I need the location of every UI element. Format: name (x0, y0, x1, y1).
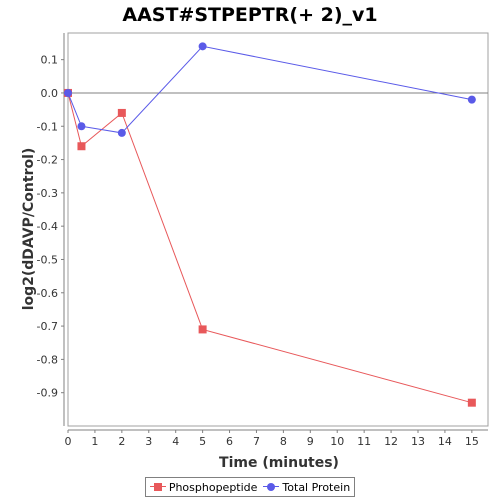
plot-area (67, 32, 489, 427)
data-point-total-protein (467, 95, 476, 104)
y-axis-label: log2(dDAVP/Control) (21, 148, 37, 311)
x-tick-label: 2 (118, 435, 125, 448)
y-tick-label: -0.5 (37, 253, 58, 266)
x-tick-label: 0 (65, 435, 72, 448)
y-tick-label: 0.1 (41, 54, 59, 67)
x-tick-label: 9 (307, 435, 314, 448)
y-tick-label: -0.3 (37, 187, 58, 200)
legend-label-phosphopeptide: Phosphopeptide (168, 480, 258, 494)
x-tick-label: 3 (145, 435, 152, 448)
x-tick-label: 6 (226, 435, 233, 448)
y-tick-label: -0.9 (37, 387, 58, 400)
legend-item-phosphopeptide: Phosphopeptide (149, 480, 258, 494)
x-tick-label: 13 (411, 435, 425, 448)
legend-label-total-protein: Total Protein (282, 480, 351, 494)
x-tick-label: 10 (330, 435, 344, 448)
x-tick-label: 12 (384, 435, 398, 448)
data-point-total-protein (198, 42, 207, 51)
y-tick-label: 0.0 (41, 87, 59, 100)
x-axis-label: Time (minutes) (219, 455, 339, 471)
data-point-total-protein (64, 88, 72, 97)
y-tick-label: -0.1 (37, 120, 58, 133)
data-point-phosphopeptide (77, 142, 86, 151)
y-tick-label: -0.8 (37, 353, 58, 366)
data-point-total-protein (77, 122, 86, 131)
legend-swatch-total-protein (263, 482, 280, 492)
y-tick-label: -0.2 (37, 154, 58, 167)
data-point-phosphopeptide (467, 398, 476, 407)
x-tick-label: 14 (438, 435, 452, 448)
x-tick-label: 15 (465, 435, 479, 448)
x-tick-label: 8 (280, 435, 287, 448)
legend: Phosphopeptide Total Protein (145, 477, 355, 497)
data-point-total-protein (117, 128, 126, 137)
chart-title: AAST#STPEPTR(+ 2)_v1 (122, 4, 378, 26)
y-tick-label: -0.6 (37, 287, 58, 300)
data-point-phosphopeptide (117, 108, 126, 117)
y-tick-label: -0.4 (37, 220, 58, 233)
y-tick-label: -0.7 (37, 320, 58, 333)
legend-item-total-protein: Total Protein (263, 481, 350, 494)
x-tick-label: 11 (357, 435, 371, 448)
legend-swatch-phosphopeptide (149, 482, 166, 492)
x-tick-label: 7 (253, 435, 260, 448)
data-point-phosphopeptide (198, 325, 207, 334)
x-tick-label: 1 (91, 435, 98, 448)
x-tick-label: 5 (199, 435, 206, 448)
x-tick-label: 4 (172, 435, 179, 448)
